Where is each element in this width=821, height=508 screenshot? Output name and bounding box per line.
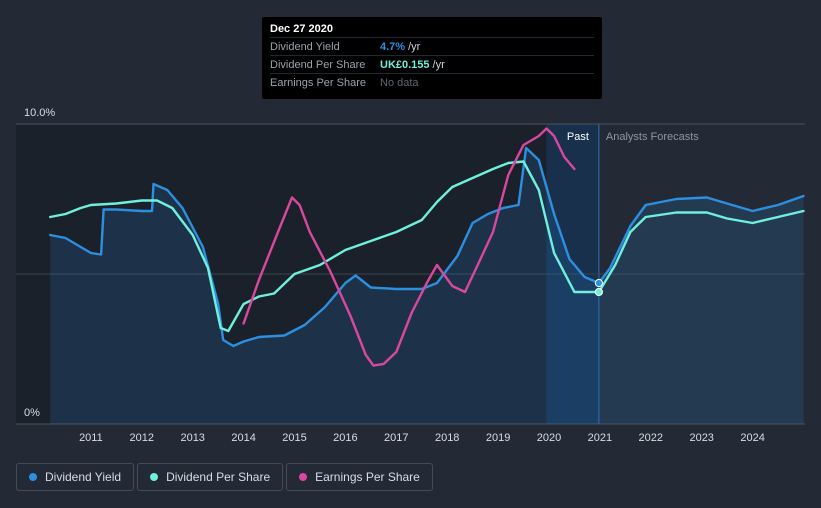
tooltip-unit: /yr <box>408 40 421 53</box>
tooltip-value: 4.7% <box>380 40 406 53</box>
chart-tooltip: Dec 27 2020 Dividend Yield 4.7% /yr Divi… <box>262 17 602 99</box>
tooltip-row-dividend-yield: Dividend Yield 4.7% /yr <box>270 37 594 55</box>
x-tick-label: 2024 <box>740 432 764 444</box>
legend-label: Dividend Per Share <box>166 470 271 484</box>
x-tick-label: 2023 <box>689 432 713 444</box>
tooltip-value: No data <box>380 76 419 89</box>
region-label-past: Past <box>567 131 589 143</box>
x-tick-label: 2021 <box>588 432 612 444</box>
x-tick-label: 2013 <box>180 432 204 444</box>
tooltip-unit: /yr <box>432 58 445 71</box>
dividend-yield-line <box>49 146 805 348</box>
x-tick-label: 2020 <box>537 432 561 444</box>
legend-label: Earnings Per Share <box>315 470 420 484</box>
x-tick-label: 2015 <box>282 432 306 444</box>
legend-item-dividend-yield[interactable]: Dividend Yield <box>16 463 135 491</box>
x-tick-label: 2017 <box>384 432 408 444</box>
x-tick-label: 2019 <box>486 432 510 444</box>
x-tick-label: 2014 <box>231 432 255 444</box>
tooltip-row-earnings-per-share: Earnings Per Share No data <box>270 73 594 91</box>
legend-item-earnings-per-share[interactable]: Earnings Per Share <box>286 463 433 491</box>
y-axis-label-bottom: 0% <box>24 407 40 419</box>
x-tick-label: 2011 <box>79 432 103 444</box>
dividend-yield-area <box>50 148 804 424</box>
earnings-per-share-line <box>242 127 576 367</box>
x-tick-label: 2012 <box>130 432 154 444</box>
x-tick-label: 2018 <box>435 432 459 444</box>
tooltip-value: UK£0.155 <box>380 58 430 71</box>
legend-item-dividend-per-share[interactable]: Dividend Per Share <box>137 463 284 491</box>
data-point-marker <box>594 278 603 288</box>
tooltip-row-dividend-per-share: Dividend Per Share UK£0.155 /yr <box>270 55 594 73</box>
tooltip-label: Earnings Per Share <box>270 76 366 89</box>
x-tick-label: 2022 <box>639 432 663 444</box>
region-label-forecast: Analysts Forecasts <box>606 131 699 143</box>
dividend-chart: 10.0% 0% 2011 2012 2013 2014 2015 2016 2017 2018 2… <box>16 107 805 444</box>
y-axis-label-top: 10.0% <box>24 107 55 119</box>
dividend-per-share-line <box>49 160 805 333</box>
legend-dot-icon <box>150 473 159 481</box>
chart-legend: Dividend Yield Dividend Per Share Earnin… <box>16 463 433 491</box>
tooltip-label: Dividend Yield <box>270 40 340 53</box>
legend-dot-icon <box>29 473 37 481</box>
tooltip-label: Dividend Per Share <box>270 58 366 71</box>
tooltip-date: Dec 27 2020 <box>270 23 333 35</box>
legend-dot-icon <box>299 473 308 481</box>
x-tick-label: 2016 <box>333 432 357 444</box>
data-point-marker <box>594 287 603 297</box>
legend-label: Dividend Yield <box>45 470 122 484</box>
